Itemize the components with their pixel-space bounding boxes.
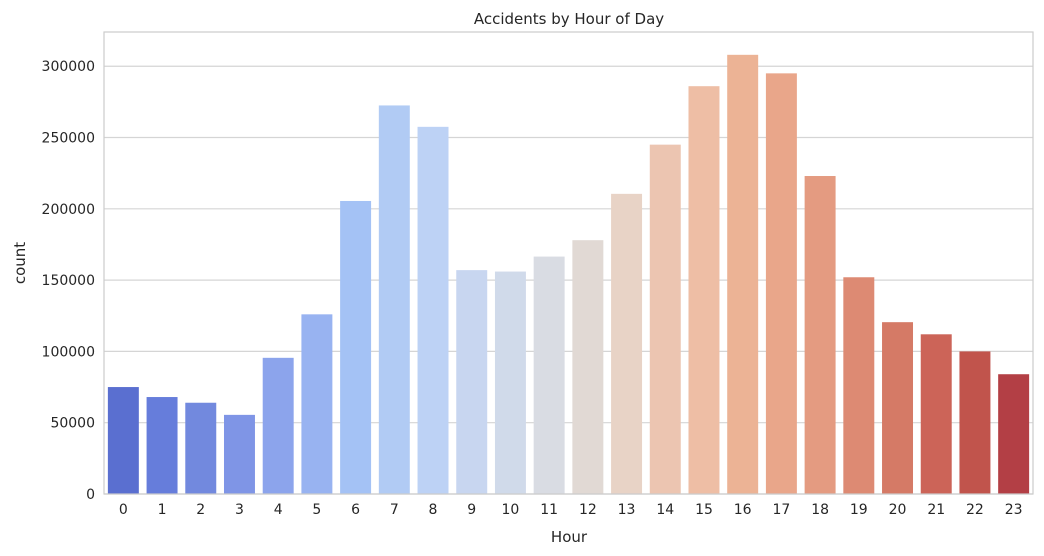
bar-hour-20 [882,322,914,494]
x-tick-label: 12 [579,502,597,518]
x-tick-label: 18 [811,502,829,518]
x-tick-label: 16 [734,502,752,518]
bar-hour-13 [611,193,643,494]
bars [107,54,1030,495]
x-tick-label: 23 [1005,502,1023,518]
x-tick-label: 20 [889,502,907,518]
chart-title: Accidents by Hour of Day [474,10,664,28]
y-tick-label: 100000 [42,344,95,360]
bar-hour-2 [185,402,217,494]
y-tick-labels: 0 50000 100000 150000 200000 250000 300000 [42,59,95,503]
x-tick-label: 4 [274,502,283,518]
x-tick-label: 11 [540,502,558,518]
plot-frame [103,31,1034,495]
y-tick-label: 0 [86,487,95,503]
bar-hour-11 [533,256,565,494]
bar-hour-12 [572,240,604,494]
x-tick-label: 19 [850,502,868,518]
bar-hour-4 [262,357,294,494]
x-tick-label: 15 [695,502,713,518]
x-tick-label: 21 [927,502,945,518]
y-tick-label: 200000 [42,202,95,218]
x-tick-label: 10 [502,502,520,518]
x-tick-label: 6 [351,502,360,518]
x-tick-label: 17 [772,502,790,518]
x-tick-label: 2 [196,502,205,518]
x-tick-label: 8 [429,502,438,518]
bar-hour-10 [494,271,526,494]
x-tick-labels: 0 1 2 3 4 5 6 7 8 9 10 11 12 13 14 15 16 17 18 19 20 21 22 23 [119,502,1023,518]
bar-hour-9 [456,270,488,494]
bar-hour-0 [107,387,139,494]
x-tick-label: 13 [618,502,636,518]
bar-hour-8 [417,126,449,495]
bar-hour-16 [727,54,759,494]
bar-hour-18 [804,176,836,494]
x-tick-label: 22 [966,502,984,518]
bar-hour-6 [340,200,372,494]
y-tick-label: 250000 [42,131,95,147]
bar-hour-23 [998,374,1030,494]
bar-hour-5 [301,314,333,494]
x-tick-label: 14 [656,502,674,518]
x-tick-label: 5 [312,502,321,518]
bar-hour-14 [649,144,681,495]
x-axis-label: Hour [551,528,588,546]
x-tick-label: 0 [119,502,128,518]
bar-hour-17 [765,73,797,494]
x-tick-label: 3 [235,502,244,518]
bar-hour-15 [688,86,720,495]
grid-lines [104,65,1033,495]
x-tick-label: 9 [467,502,476,518]
x-tick-label: 1 [158,502,167,518]
bar-hour-22 [959,351,991,494]
bar-hour-1 [146,397,178,494]
y-tick-label: 150000 [42,273,95,289]
bar-hour-19 [843,277,875,494]
x-tick-label: 7 [390,502,399,518]
bar-hour-3 [223,414,255,494]
y-tick-label: 300000 [42,59,95,75]
y-tick-label: 50000 [50,416,95,432]
y-axis-label: count [11,242,29,284]
bar-hour-21 [920,334,952,494]
bar-hour-7 [378,105,410,495]
